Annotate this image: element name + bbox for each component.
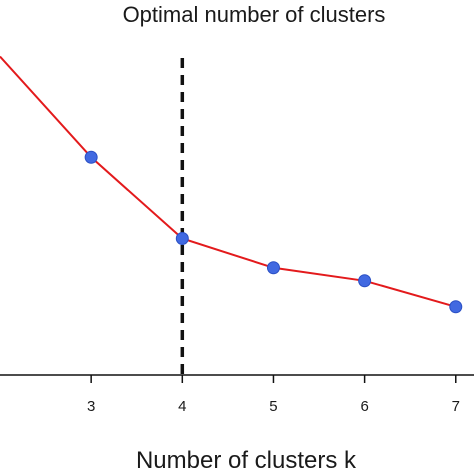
x-tick-label: 5 [269, 398, 277, 415]
data-point [175, 232, 189, 245]
data-point [358, 274, 372, 288]
x-axis-label: Number of clusters k [136, 447, 357, 474]
data-point [449, 300, 463, 314]
x-tick-label: 4 [178, 398, 186, 415]
plot-area [0, 55, 463, 375]
chart-title: Optimal number of clusters [123, 2, 386, 27]
x-tick-label: 6 [360, 398, 368, 415]
series-line [0, 55, 457, 308]
x-axis-ticks: 3 4 5 6 7 [87, 375, 460, 415]
x-tick-label: 7 [452, 398, 460, 415]
data-point [266, 261, 280, 275]
data-point [84, 150, 98, 164]
x-tick-label: 3 [87, 398, 95, 415]
